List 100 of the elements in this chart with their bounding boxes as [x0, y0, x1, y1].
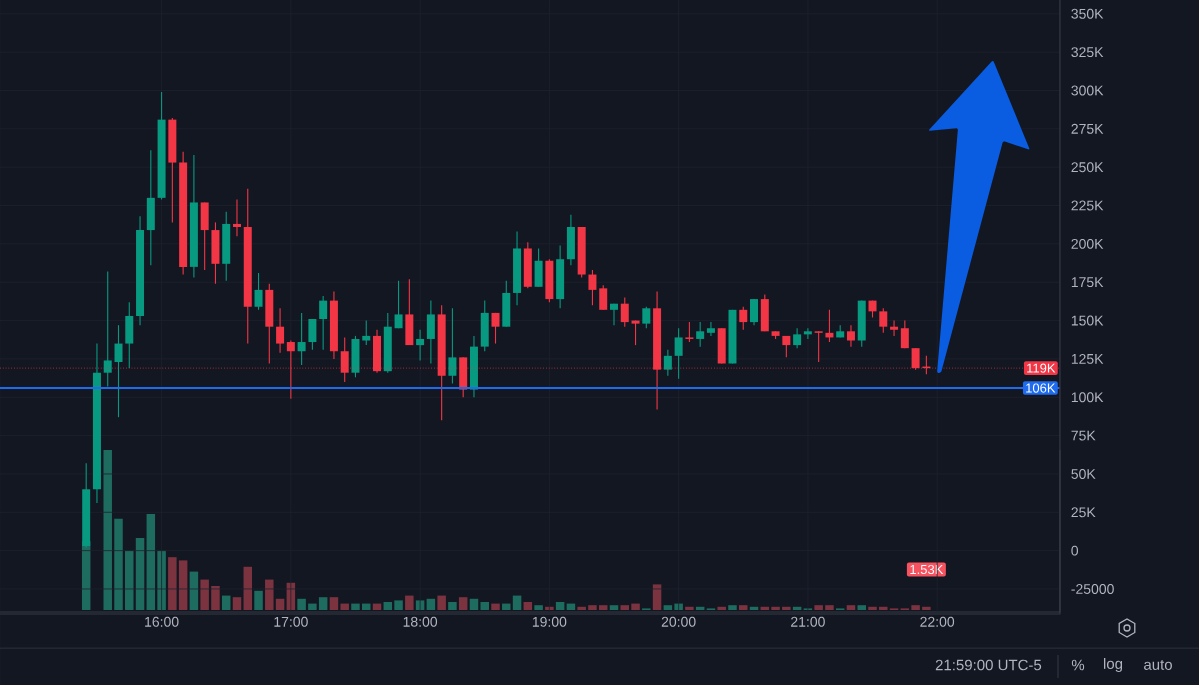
bar: [480, 601, 489, 610]
candlestick: [480, 300, 489, 352]
candlestick: [696, 321, 705, 348]
candlestick: [566, 214, 575, 266]
candlestick: [179, 151, 188, 276]
bar: [555, 601, 565, 610]
bar: [383, 601, 393, 610]
bar: [426, 598, 436, 610]
bar: [221, 595, 231, 610]
bar: [437, 595, 446, 610]
y-tick-label: 175K: [1071, 277, 1104, 288]
y-tick-label: 125K: [1071, 353, 1104, 364]
bar: [577, 606, 586, 610]
bar: [814, 605, 823, 610]
bar: [114, 518, 123, 610]
candlestick: [588, 269, 597, 306]
x-tick-label: 17:00: [274, 616, 308, 627]
candlestick: [232, 198, 241, 237]
bar: [178, 560, 188, 610]
candlestick: [706, 321, 715, 337]
bar: [135, 537, 145, 610]
y-tick-label: 275K: [1071, 123, 1104, 134]
candlestick: [502, 280, 511, 328]
bar: [663, 605, 673, 610]
y-tick-label: 150K: [1071, 315, 1104, 326]
bar: [469, 598, 479, 610]
candlestick: [900, 320, 909, 349]
text: log: [1104, 657, 1123, 672]
candlestick: [189, 154, 198, 279]
bar: [458, 597, 468, 610]
bar: [879, 606, 888, 610]
candlestick: [383, 312, 392, 374]
candlestick: [157, 91, 166, 200]
bar: [318, 597, 328, 610]
candlestick: [663, 349, 672, 377]
x-tick-label: 18:00: [403, 616, 438, 627]
bar: [922, 606, 931, 610]
bar: [448, 601, 457, 610]
candlestick: [405, 278, 414, 346]
candlestick: [674, 327, 683, 380]
bar: [782, 606, 791, 610]
x-tick-label: 22:00: [920, 616, 955, 627]
candlestick: [857, 300, 866, 348]
candlestick: [879, 307, 888, 334]
bar: [685, 606, 694, 610]
candlestick: [136, 215, 145, 326]
candlestick: [114, 324, 123, 418]
candlestick: [750, 298, 759, 326]
bar: [146, 513, 156, 610]
bar: [232, 597, 242, 610]
text: auto: [1144, 660, 1172, 670]
candlestick: [642, 306, 651, 329]
bar: [340, 603, 349, 610]
candlestick: [739, 306, 748, 331]
candlestick: [814, 330, 823, 363]
y-tick-label: 200K: [1071, 238, 1104, 249]
candlestick: [426, 300, 435, 365]
candlestick: [717, 327, 726, 365]
y-tick-label: 50K: [1071, 468, 1096, 479]
bar: [351, 603, 360, 610]
candlestick: [728, 309, 737, 365]
bar: [512, 595, 522, 610]
ref-line-label: 119K: [1027, 363, 1056, 373]
candlestick: [146, 149, 155, 266]
candlestick: [599, 284, 608, 311]
bar: [329, 597, 339, 610]
candlestick: [545, 258, 554, 303]
candlestick: [620, 297, 629, 328]
bar: [297, 598, 306, 610]
candlestick: [211, 221, 220, 285]
bar: [717, 606, 726, 610]
bar: [598, 605, 608, 610]
bar: [125, 550, 134, 610]
candlestick: [168, 117, 177, 223]
bar: [857, 605, 866, 610]
x-tick-label: 21:00: [791, 616, 825, 627]
bar: [534, 605, 543, 610]
candlestick: [92, 343, 101, 504]
candlestick: [394, 280, 403, 329]
y-tick-label: 225K: [1071, 200, 1104, 211]
candlestick: [308, 318, 317, 351]
bar: [739, 605, 748, 610]
bar: [868, 606, 877, 610]
bar: [200, 579, 209, 610]
y-tick-label: 325K: [1071, 47, 1104, 58]
bar: [394, 600, 403, 610]
y-tick-label: 100K: [1071, 392, 1104, 403]
candlestick: [523, 241, 532, 289]
y-tick-label: 25K: [1071, 507, 1096, 518]
bar: [588, 605, 597, 610]
y-tick-label: 75K: [1071, 430, 1096, 441]
bar: [846, 605, 856, 610]
candlestick: [609, 303, 618, 326]
candlestick: [760, 293, 769, 332]
y-tick-label: 250K: [1071, 162, 1104, 173]
candlestick: [782, 335, 791, 358]
candlestick: [103, 270, 112, 388]
ref-line-label: 106K: [1026, 383, 1056, 393]
bar: [168, 557, 177, 610]
y-tick-label: 350K: [1071, 8, 1104, 19]
